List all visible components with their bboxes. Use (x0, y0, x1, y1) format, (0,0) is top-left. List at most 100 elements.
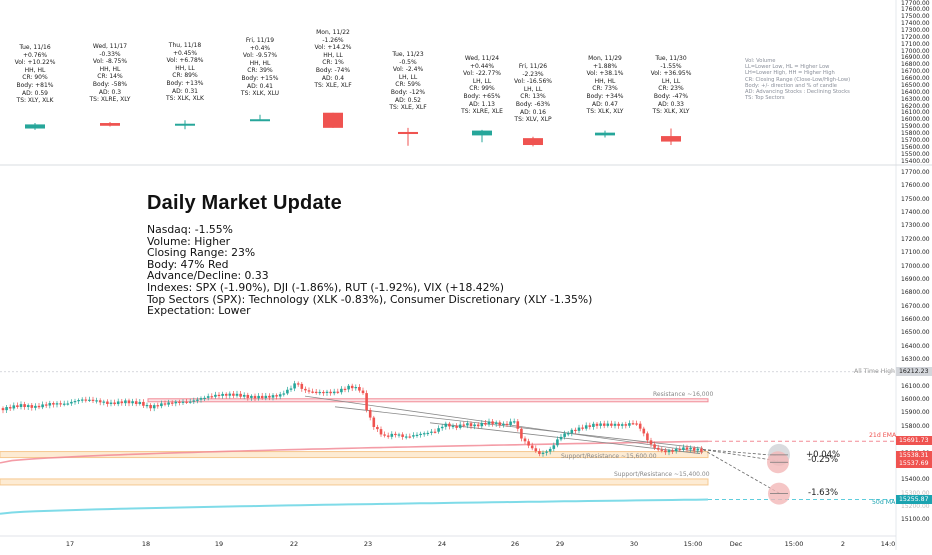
y-tick-label: 16000.00 (901, 116, 930, 124)
day-summary-line: AD: 0.41 (246, 82, 273, 90)
intraday-candle (289, 388, 293, 390)
projection-label: -0.25% (808, 454, 839, 465)
day-summary-line: CR: 59% (395, 81, 421, 89)
intraday-candle (224, 393, 228, 396)
intraday-candle (12, 405, 16, 409)
support-zone (0, 451, 709, 459)
update-title: Daily Market Update (147, 192, 342, 214)
legend-line: TS: Top Sectors (745, 95, 785, 102)
y-tick-label: 15300.00 (901, 489, 930, 497)
intraday-candle (307, 390, 311, 392)
intraday-candle (16, 405, 19, 407)
day-summary-line: CR: 89% (172, 72, 198, 80)
intraday-candle (318, 391, 322, 394)
intraday-candle (559, 436, 563, 440)
day-summary-line: TS: XLRE, XLY (89, 96, 131, 104)
intraday-candle (581, 427, 584, 429)
intraday-candle (462, 424, 466, 426)
y-tick-label: 17100.00 (901, 40, 930, 48)
intraday-candle (476, 424, 480, 427)
x-tick-label: 22 (289, 540, 299, 548)
day-summary-line: CR: 39% (247, 67, 273, 75)
day-summary-line: AD: 0.31 (171, 87, 198, 95)
update-line-nasdaq: Nasdaq: -1.55% (147, 223, 233, 236)
day-summary-line: Fri, 11/19 (245, 37, 275, 44)
intraday-candle (102, 401, 106, 403)
intraday-candle (329, 391, 332, 394)
day-summary-line: +0.76% (22, 51, 48, 59)
ath-label: All Time High (854, 367, 895, 375)
y-tick-label: 16700.00 (901, 68, 930, 76)
y-tick-label: 16300.00 (901, 356, 930, 364)
day-summary-line: TS: XLE, XLF (314, 82, 352, 90)
intraday-candle (268, 395, 271, 398)
day-summary-line: CR: 1% (322, 59, 344, 67)
intraday-candle (350, 385, 354, 389)
x-tick-label: Dec (729, 540, 743, 548)
y-tick-label: 15400.00 (901, 476, 930, 484)
update-line-volume: Volume: Higher (147, 234, 231, 248)
intraday-candle (160, 403, 163, 407)
intraday-candle (185, 401, 188, 403)
x-tick-label: 15:00 (683, 540, 703, 548)
intraday-candle (628, 423, 631, 426)
projection-line (702, 449, 779, 456)
y-tick-label: 16800.00 (901, 61, 930, 69)
intraday-candle (116, 401, 120, 405)
intraday-candle (149, 404, 152, 409)
intraday-candle (196, 399, 199, 401)
candle-body (175, 123, 195, 126)
price-tag: 15538.31 (896, 451, 932, 461)
intraday-candle (271, 395, 275, 398)
intraday-candle (505, 423, 509, 426)
day-summary-line: +0.45% (172, 49, 198, 57)
intraday-candle (512, 421, 516, 423)
intraday-candle (656, 447, 660, 450)
day-summary-line: -1.55% (660, 62, 682, 70)
intraday-candle (98, 400, 102, 403)
intraday-candle (566, 433, 570, 435)
y-tick-label: 16200.00 (901, 102, 930, 110)
intraday-candle (343, 388, 347, 391)
intraday-candle (239, 393, 242, 397)
day-summary-line: TS: XLY, XLK (16, 97, 54, 105)
update-line-body: Body: 47% Red (147, 257, 229, 271)
zone-label: Support/Resistance ~15,400.00 (614, 470, 710, 478)
day-summary-line: Body: -74% (315, 66, 351, 74)
intraday-candle (52, 403, 55, 405)
candle-body (250, 119, 270, 122)
intraday-candle (372, 417, 376, 427)
intraday-candle (646, 433, 649, 441)
intraday-candle (696, 448, 700, 451)
intraday-candle (26, 405, 30, 408)
update-line-expectation: Expectation: Lower (147, 304, 251, 318)
day-summary-line: TS: XLK, XLK (166, 95, 204, 103)
x-tick-label: 19 (214, 540, 224, 548)
y-tick-label: 16500.00 (901, 329, 930, 337)
intraday-candle (383, 434, 386, 436)
y-tick-label: 15900.00 (901, 123, 930, 131)
day-summary-line: TS: XLK, XLU (240, 90, 280, 98)
intraday-candle (192, 400, 196, 402)
intraday-candle (484, 422, 487, 425)
intraday-candle (304, 388, 307, 391)
intraday-candle (257, 395, 260, 399)
intraday-candle (491, 421, 494, 424)
intraday-candle (188, 401, 192, 403)
y-tick-label: 17700.00 (901, 169, 930, 176)
ma50-line (0, 498, 709, 515)
intraday-candle (390, 433, 394, 437)
day-summary-line: Mon, 11/29 (588, 55, 622, 62)
intraday-candle (509, 421, 512, 425)
day-summary-line: Body: -47% (653, 92, 689, 100)
intraday-candle (228, 393, 232, 396)
y-tick-label: 16900.00 (901, 54, 930, 62)
y-tick-label: 15400.00 (901, 157, 930, 165)
day-summary-line: TS: XLE, XLF (389, 104, 427, 112)
day-summary-line: HH, HL (99, 65, 121, 73)
y-tick-label: 16600.00 (901, 75, 930, 83)
intraday-candle (649, 440, 653, 445)
day-summary-line: TS: XLK, XLY (652, 108, 690, 116)
